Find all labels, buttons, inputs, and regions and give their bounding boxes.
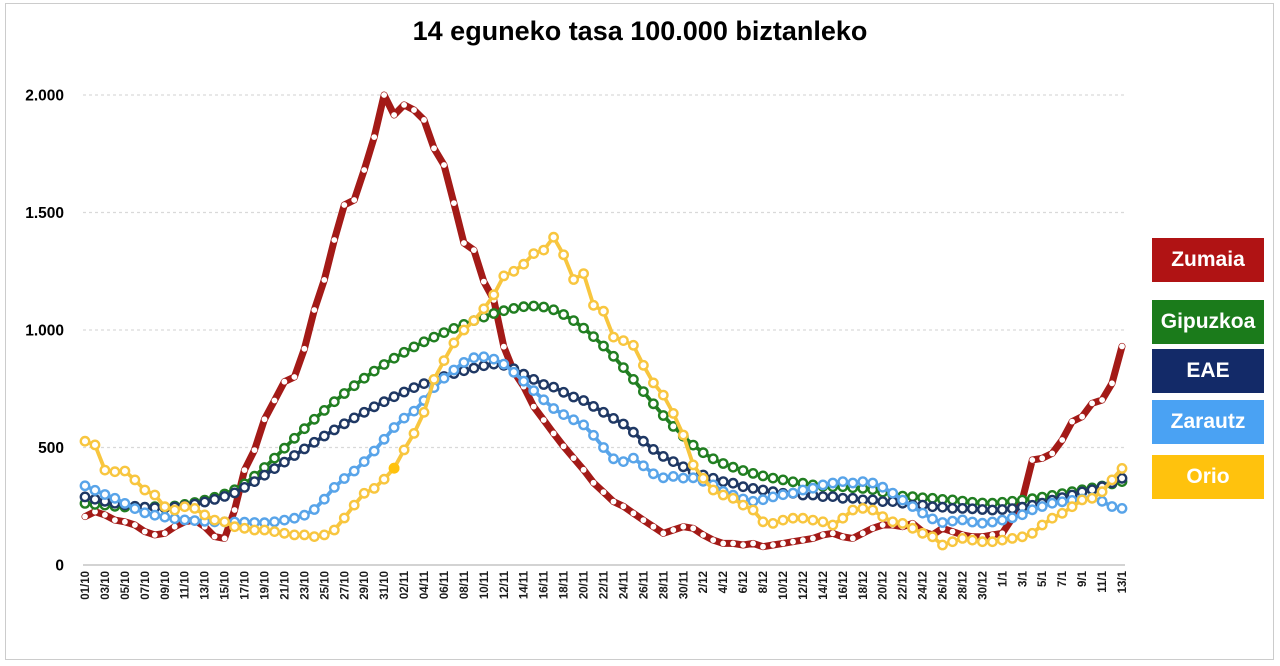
x-tick-label: 7/1 (1057, 570, 1069, 587)
x-tick-label: 30/12 (977, 571, 989, 600)
x-tick-label: 21/10 (279, 571, 291, 600)
x-tick-label: 6/12 (738, 571, 750, 593)
x-tick-label: 24/11 (618, 570, 630, 599)
y-tick-label: 1.500 (25, 205, 64, 222)
legend-item-label: Gipuzkoa (1160, 310, 1256, 333)
x-tick-label: 18/11 (559, 570, 571, 599)
x-tick-label: 03/10 (100, 571, 112, 600)
x-tick-label: 08/11 (459, 570, 471, 599)
legend-item-label: Orio (1186, 465, 1230, 488)
x-tick-label: 20/12 (878, 571, 890, 600)
x-tick-label: 1/1 (997, 570, 1009, 587)
x-tick-label: 26/12 (938, 571, 950, 600)
x-tick-label: 13/1 (1117, 570, 1129, 593)
legend-item-gipuzkoa: Gipuzkoa (1152, 300, 1264, 344)
x-tick-label: 22/11 (599, 570, 611, 599)
x-tick-label: 28/11 (658, 570, 670, 599)
x-tick-label: 11/10 (180, 571, 192, 599)
y-tick-label: 2.000 (25, 88, 64, 105)
x-tick-label: 11/1 (1097, 570, 1109, 592)
x-tick-label: 16/11 (539, 570, 551, 599)
x-tick-label: 9/1 (1077, 570, 1089, 587)
x-tick-label: 13/10 (200, 571, 212, 600)
x-axis-labels: 01/10 03/10 05/10 07/10 09/10 11/10 13/10 15/10… (80, 570, 1129, 599)
y-tick-label: 500 (38, 440, 64, 457)
x-tick-label: 07/10 (140, 571, 152, 600)
x-tick-label: 3/1 (1017, 570, 1029, 587)
x-tick-label: 22/12 (898, 571, 910, 600)
x-tick-label: 12/11 (499, 570, 511, 599)
x-tick-label: 10/11 (479, 570, 491, 599)
x-tick-label: 25/10 (319, 571, 331, 600)
x-tick-label: 09/10 (160, 571, 172, 600)
y-tick-label: 1.000 (25, 323, 64, 340)
x-tick-label: 05/10 (120, 571, 132, 600)
x-tick-label: 8/12 (758, 571, 770, 593)
y-axis-labels: 2.000 1.500 1.000 500 0 (25, 88, 64, 575)
x-tick-label: 14/11 (519, 570, 531, 599)
chart-title: 14 eguneko tasa 100.000 biztanleko (412, 16, 868, 46)
highlighted-point-orio (388, 462, 400, 474)
image-border-frame (5, 3, 1274, 660)
x-tick-label: 15/10 (220, 571, 232, 600)
x-tick-label: 29/10 (359, 571, 371, 600)
x-tick-label: 2/12 (698, 571, 710, 593)
legend-item-orio: Orio (1152, 455, 1264, 499)
legend-item-zumaia: Zumaia (1152, 238, 1264, 282)
x-tick-label: 02/11 (399, 570, 411, 599)
x-tick-label: 23/10 (299, 571, 311, 600)
x-tick-label: 30/11 (678, 570, 690, 599)
gridlines (83, 94, 1125, 566)
legend-item-zarautz: Zarautz (1152, 400, 1264, 444)
x-tick-label: 19/10 (260, 571, 272, 600)
x-tick-label: 04/11 (419, 570, 431, 599)
x-tick-label: 01/10 (80, 571, 92, 600)
x-tick-label: 31/10 (379, 571, 391, 600)
x-tick-label: 16/12 (838, 571, 850, 600)
x-tick-label: 24/12 (918, 571, 930, 600)
y-tick-label: 0 (55, 558, 64, 575)
x-tick-label: 4/12 (718, 571, 730, 593)
x-tick-label: 14/12 (818, 571, 830, 600)
x-tick-label: 5/1 (1037, 570, 1049, 587)
x-tick-label: 18/12 (858, 571, 870, 600)
legend-item-label: EAE (1186, 359, 1230, 382)
series-zumaia (81, 91, 1126, 551)
x-tick-label: 10/12 (778, 571, 790, 600)
legend-item-label: Zumaia (1171, 248, 1245, 271)
x-tick-label: 27/10 (339, 571, 351, 600)
legend-item-eae: EAE (1152, 349, 1264, 393)
legend-item-label: Zarautz (1170, 410, 1246, 433)
x-tick-label: 20/11 (579, 570, 591, 599)
x-tick-label: 17/10 (240, 571, 252, 600)
x-tick-label: 28/12 (958, 571, 970, 600)
x-tick-label: 26/11 (638, 570, 650, 599)
series-orio (79, 231, 1128, 551)
x-tick-label: 12/12 (798, 571, 810, 600)
x-tick-label: 06/11 (439, 570, 451, 599)
